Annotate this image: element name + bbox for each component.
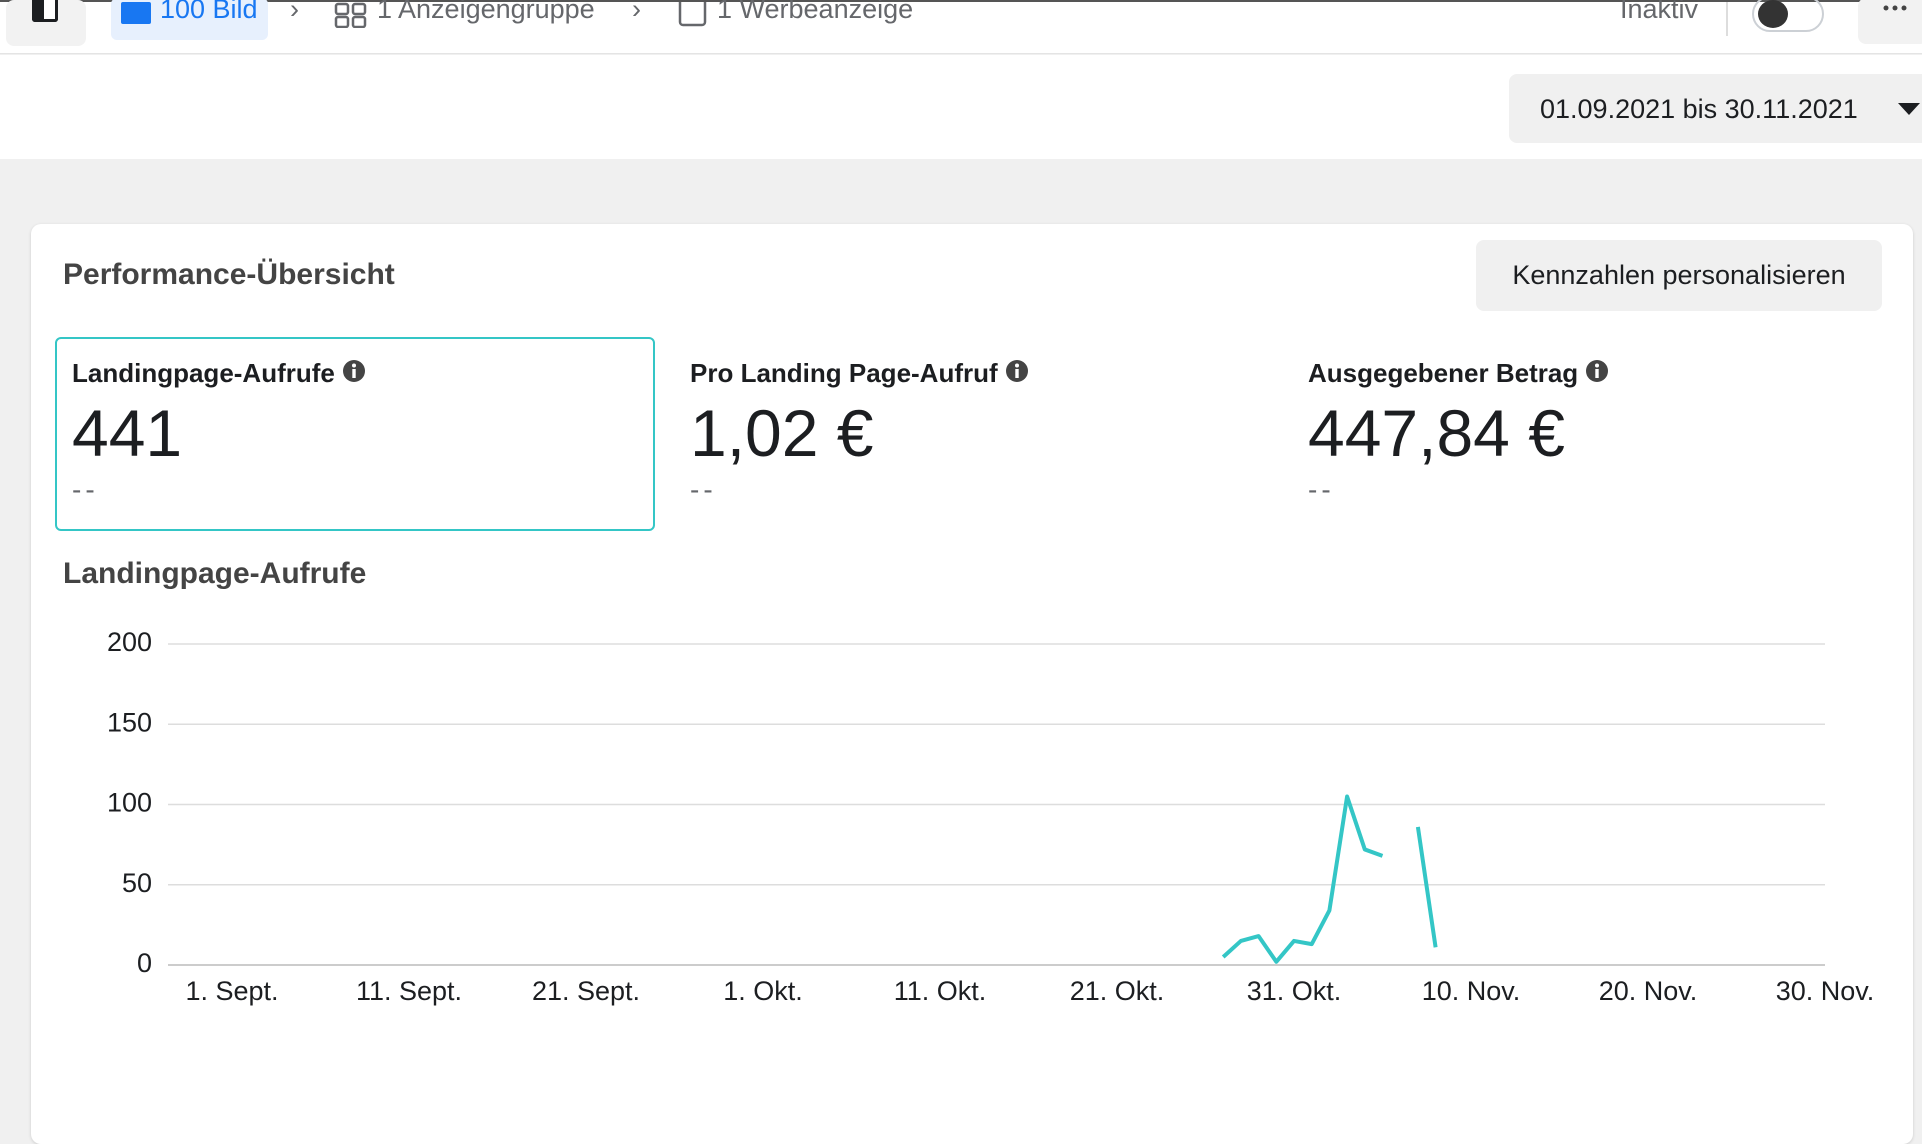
info-icon[interactable] [1005,359,1031,385]
chevron: › [290,0,299,24]
y-tick-label: 200 [107,627,152,657]
divider [1726,2,1728,36]
metric-label: Pro Landing Page-Aufruf [690,358,1031,389]
x-tick-label: 31. Okt. [1247,976,1342,1006]
x-tick-label: 1. Sept. [185,976,278,1006]
chevron: › [632,0,641,24]
more-icon [1883,5,1907,11]
chart-title: Landingpage-Aufrufe [63,557,366,590]
toggle-knob [1758,0,1788,28]
toolbar: 01.09.2021 bis 30.11.2021 [0,55,1922,159]
campaign-icon [121,2,151,24]
y-tick-label: 150 [107,707,152,737]
dropdown-arrow [1898,103,1920,115]
breadcrumb-pill[interactable]: 100 Bild [111,0,268,40]
y-tick-label: 0 [137,948,152,978]
more-button[interactable] [1858,0,1922,44]
x-tick-label: 1. Okt. [723,976,803,1006]
y-tick-label: 100 [107,788,152,818]
ad-icon [678,2,707,27]
metric-label: Landingpage-Aufrufe [72,358,368,389]
breadcrumb[interactable]: 100 Bild [160,0,258,24]
breadcrumb[interactable]: 1 Werbeanzeige [717,0,914,24]
info-icon[interactable] [1585,359,1611,385]
data-line [1221,794,1438,964]
metric-selected[interactable] [55,337,655,531]
metric-value: 447,84 € [1308,396,1565,470]
date-picker[interactable]: 01.09.2021 bis 30.11.2021 [1509,74,1922,143]
metric-label: Ausgegebener Betrag [1308,358,1611,389]
toggle[interactable] [1752,0,1824,32]
top-bar: 100 Bild › 1 Anzeigengruppe › 1 Werbeanz… [0,0,1922,54]
panel-icon [32,0,58,22]
metric-value: 441 [72,396,183,470]
card-title: Performance-Übersicht [63,258,395,291]
metric-change: -- [1308,474,1335,505]
y-tick-label: 50 [122,868,152,898]
x-tick-label: 11. Okt. [894,976,987,1006]
x-tick-label: 11. Sept. [356,976,462,1006]
metric-change: -- [72,474,99,505]
info-icon[interactable] [342,359,368,385]
x-tick-label: 21. Okt. [1070,976,1165,1006]
x-tick-label: 10. Nov. [1422,976,1521,1006]
breadcrumb[interactable]: 1 Anzeigengruppe [377,0,595,24]
adset-icon [334,2,367,28]
status: Inaktiv [1620,0,1699,24]
metric-value: 1,02 € [690,396,874,470]
personalize-button[interactable]: Kennzahlen personalisieren [1476,240,1882,311]
metric-change: -- [690,474,717,505]
date-range: 01.09.2021 bis 30.11.2021 [1540,94,1858,124]
x-tick-label: 21. Sept. [532,976,640,1006]
menu-button[interactable] [6,0,86,46]
x-tick-label: 20. Nov. [1599,976,1698,1006]
x-tick-label: 30. Nov. [1776,976,1875,1006]
